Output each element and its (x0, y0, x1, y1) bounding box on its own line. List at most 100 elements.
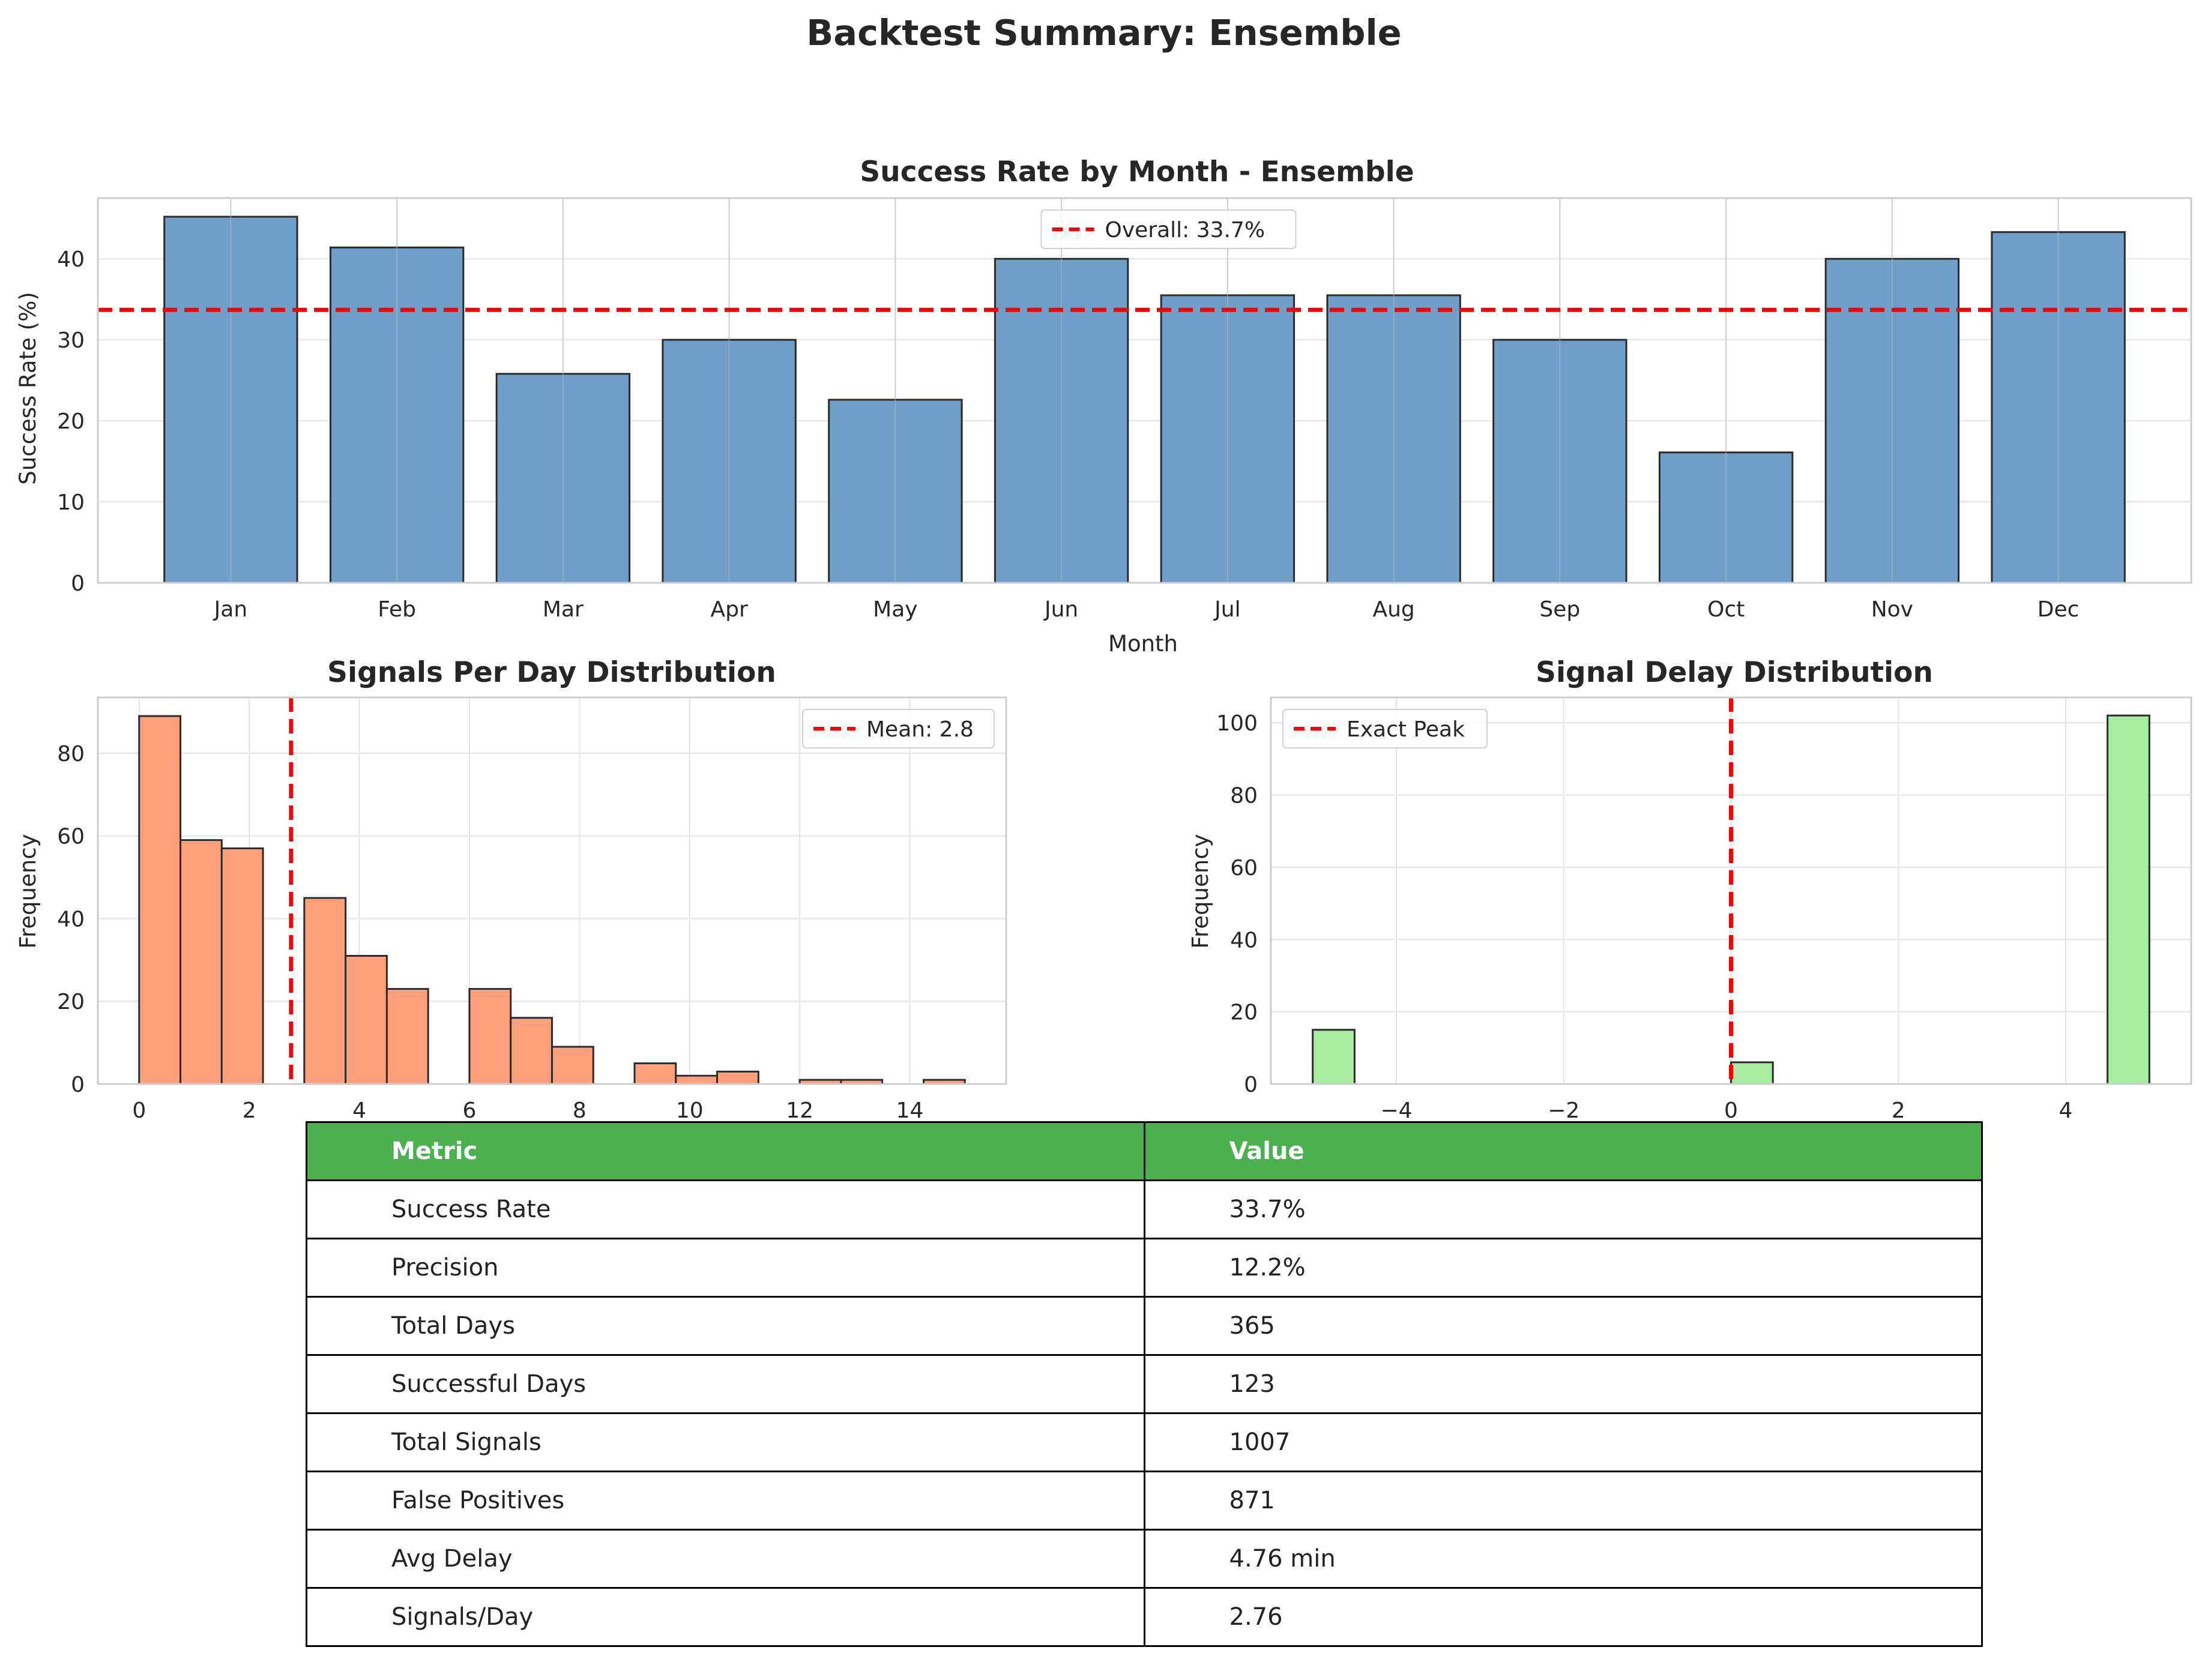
x-tick-label: 12 (786, 1098, 813, 1123)
table-row: Success Rate 33.7% (306, 1179, 1983, 1239)
signals-chart-title: Signals Per Day Distribution (327, 656, 776, 689)
table-cell-value: 2.76 (1143, 1587, 1983, 1647)
x-tick-label: Jun (1043, 597, 1078, 622)
signal-delay-chart: Signal Delay Distribution Frequency −4 −2… (1187, 656, 2192, 1123)
y-tick-label: 0 (71, 571, 85, 596)
monthly-y-axis-label: Success Rate (%) (15, 292, 41, 484)
table-cell-metric: Successful Days (306, 1354, 1145, 1414)
histogram-bar (179, 839, 223, 1085)
delay-y-axis-label: Frequency (1187, 834, 1213, 948)
histogram-bar (1730, 1061, 1774, 1085)
x-tick-label: Dec (2038, 597, 2080, 622)
x-tick-label: May (873, 597, 917, 622)
histogram-bar (303, 897, 347, 1085)
x-tick-label: 14 (896, 1098, 924, 1123)
legend-label: Mean: 2.8 (866, 717, 974, 742)
figure-title: Backtest Summary: Ensemble (806, 12, 1401, 53)
table-header-row: Metric Value (306, 1121, 1983, 1181)
x-tick-label: 8 (573, 1098, 587, 1123)
table-row: Total Days 365 (306, 1296, 1983, 1356)
y-tick-label: 80 (57, 742, 85, 766)
legend-box (1282, 709, 1488, 748)
histogram-bar (2107, 714, 2150, 1085)
table-cell-value: 871 (1143, 1471, 1983, 1531)
legend-box (1040, 209, 1297, 249)
table-row: Precision 12.2% (306, 1238, 1983, 1298)
histogram-bar (716, 1070, 759, 1085)
monthly-success-chart: Success Rate by Month - Ensemble Month S… (15, 155, 2192, 657)
legend-label: Exact Peak (1347, 717, 1465, 742)
table-cell-metric: Total Days (306, 1296, 1145, 1356)
y-tick-label: 20 (57, 409, 85, 434)
table-row: Total Signals 1007 (306, 1412, 1983, 1472)
monthly-chart-title: Success Rate by Month - Ensemble (860, 155, 1414, 188)
table-cell-value: 1007 (1143, 1412, 1983, 1472)
x-tick-label: Sep (1539, 597, 1580, 622)
table-header-value: Value (1143, 1121, 1983, 1181)
table-cell-metric: Avg Delay (306, 1529, 1145, 1589)
monthly-x-axis-label: Month (1108, 631, 1178, 657)
y-tick-label: 80 (1230, 784, 1258, 808)
table-header-metric: Metric (306, 1121, 1145, 1181)
table-cell-value: 4.76 min (1143, 1529, 1983, 1589)
table-cell-value: 365 (1143, 1296, 1983, 1356)
y-tick-label: 30 (57, 328, 85, 353)
table-cell-metric: False Positives (306, 1471, 1145, 1531)
x-tick-label: Apr (710, 597, 747, 622)
x-tick-label: 6 (463, 1098, 477, 1123)
y-tick-label: 20 (1230, 1001, 1258, 1025)
table-row: Signals/Day 2.76 (306, 1587, 1983, 1647)
table-cell-metric: Total Signals (306, 1412, 1145, 1472)
plot-frame (97, 197, 2192, 584)
y-tick-label: 0 (1244, 1073, 1258, 1097)
x-tick-label: 4 (2059, 1098, 2073, 1123)
histogram-bar (345, 954, 388, 1085)
histogram-bar (385, 988, 429, 1085)
table-row: False Positives 871 (306, 1471, 1983, 1531)
signals-per-day-chart: Signals Per Day Distribution Frequency 0… (15, 656, 1007, 1123)
y-tick-label: 100 (1216, 711, 1258, 736)
y-tick-label: 0 (71, 1073, 85, 1097)
x-tick-label: Feb (378, 597, 416, 622)
x-tick-label: 0 (1724, 1098, 1738, 1123)
x-tick-label: Oct (1707, 597, 1745, 622)
histogram-bar (220, 847, 264, 1085)
x-tick-label: −2 (1548, 1098, 1579, 1123)
metrics-table: Metric Value Success Rate 33.7% Precision… (306, 1121, 1983, 1647)
x-tick-label: −4 (1381, 1098, 1413, 1123)
histogram-bar (675, 1074, 719, 1085)
histogram-bar (633, 1062, 677, 1085)
signals-y-axis-label: Frequency (15, 834, 41, 948)
table-row: Avg Delay 4.76 min (306, 1529, 1983, 1589)
y-tick-label: 60 (1230, 856, 1258, 881)
table-cell-value: 12.2% (1143, 1238, 1983, 1298)
y-tick-label: 20 (57, 990, 85, 1014)
y-tick-label: 10 (57, 490, 85, 515)
x-tick-label: 10 (676, 1098, 704, 1123)
y-tick-label: 40 (57, 907, 85, 932)
histogram-bar (468, 988, 512, 1085)
histogram-bar (1312, 1029, 1356, 1085)
x-tick-label: 4 (352, 1098, 366, 1123)
y-tick-label: 40 (57, 247, 85, 272)
x-tick-label: 2 (1892, 1098, 1905, 1123)
x-tick-label: Jan (213, 597, 248, 622)
plot-frame (1270, 696, 2192, 1085)
x-tick-label: Nov (1871, 597, 1913, 622)
table-cell-value: 33.7% (1143, 1179, 1983, 1239)
x-tick-label: Jul (1213, 597, 1240, 622)
legend-label: Overall: 33.7% (1105, 218, 1265, 242)
table-cell-metric: Precision (306, 1238, 1145, 1298)
table-cell-value: 123 (1143, 1354, 1983, 1414)
table-cell-metric: Success Rate (306, 1179, 1145, 1239)
histogram-bar (510, 1017, 554, 1085)
y-tick-label: 60 (57, 825, 85, 849)
table-cell-metric: Signals/Day (306, 1587, 1145, 1647)
delay-chart-title: Signal Delay Distribution (1536, 656, 1933, 689)
x-tick-label: 2 (243, 1098, 256, 1123)
x-tick-label: Mar (543, 597, 584, 622)
histogram-bar (138, 715, 182, 1085)
x-tick-label: Aug (1372, 597, 1414, 622)
legend-box (802, 709, 995, 748)
